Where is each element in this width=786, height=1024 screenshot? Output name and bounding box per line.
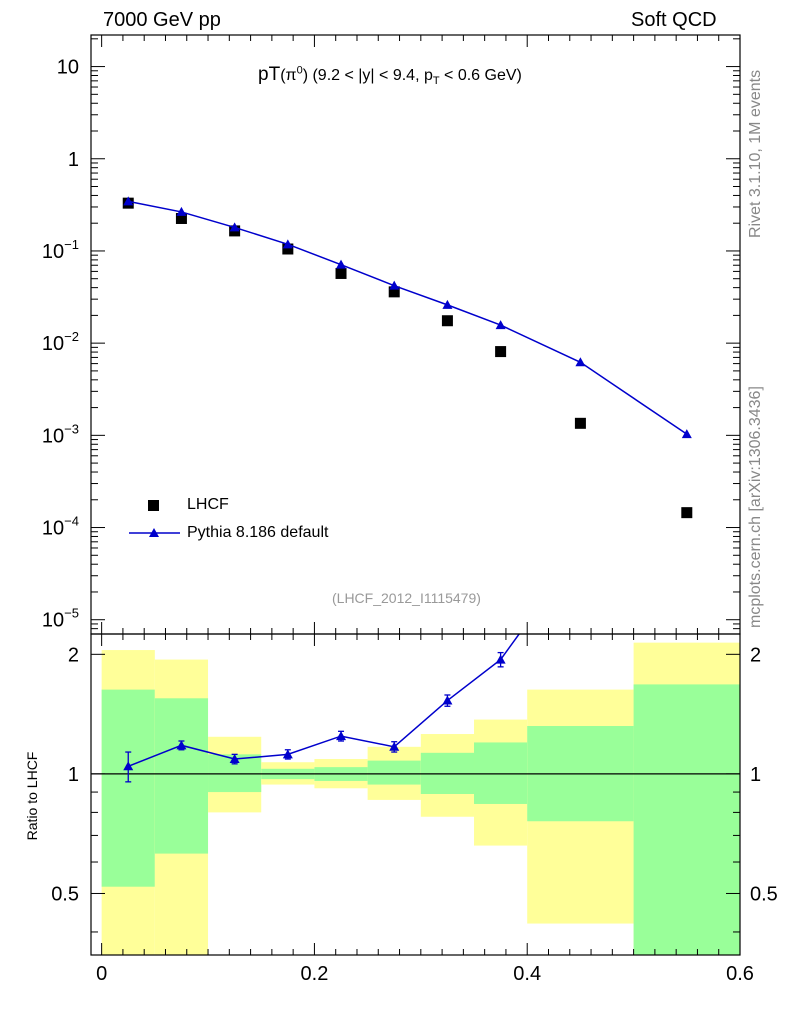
ratio-point: [389, 741, 400, 751]
ratio-y-tick-label-left: 2: [68, 644, 79, 666]
lhcf-point: [175, 212, 187, 224]
title-prefix: pT: [258, 64, 281, 85]
ratio-y-tick-label-left: 0.5: [51, 883, 79, 905]
pythia-point: [389, 280, 400, 290]
pythia-point: [575, 357, 586, 367]
band-green-5: [367, 760, 421, 785]
ratio-y-tick-label-right: 0.5: [750, 883, 778, 905]
main-y-tick-label: 10−4: [42, 514, 79, 540]
title-cuts-end: < 0.6 GeV): [439, 67, 522, 84]
legend-pythia-marker: [149, 528, 159, 537]
pythia-point: [442, 299, 453, 309]
title-cuts-sub: T: [432, 75, 440, 88]
tick-base: 10: [42, 333, 64, 355]
chart-title: pT(π0) (9.2 < |y| < 9.4, pT < 0.6 GeV): [258, 64, 522, 87]
lhcf-point: [681, 507, 693, 519]
x-tick-label: 0: [96, 963, 107, 985]
main-y-tick-label: 10−3: [42, 421, 79, 447]
ratio-marks: [123, 634, 521, 783]
title-particle: (π: [280, 67, 297, 84]
x-tick-label: 0.2: [301, 963, 329, 985]
tick-exponent: −3: [64, 421, 79, 436]
pythia-point: [282, 239, 293, 249]
analysis-watermark: (LHCF_2012_I1115479): [332, 590, 481, 606]
lhcf-point: [574, 417, 586, 429]
pythia-point: [495, 320, 506, 330]
x-tick-label: 0.6: [726, 963, 754, 985]
band-green-9: [633, 684, 740, 955]
main-y-tick-label: 10−5: [42, 606, 79, 632]
lhcf-point: [495, 346, 507, 358]
lhcf-point: [388, 286, 400, 298]
ratio-point: [123, 761, 134, 771]
pythia-point: [681, 429, 692, 439]
energy-label: 7000 GeV pp: [103, 9, 221, 31]
main-y-tick-label: 10−1: [42, 237, 79, 263]
lhcf-point: [441, 315, 453, 327]
tick-exponent: −1: [64, 237, 79, 252]
band-green-7: [474, 742, 528, 804]
ratio-point: [442, 695, 453, 705]
ratio-point: [495, 654, 506, 664]
tick-base: 10: [42, 425, 64, 447]
tick-base: 10: [42, 518, 64, 540]
tick-base: 10: [42, 241, 64, 263]
legend-lhcf-marker: [148, 500, 159, 511]
ratio-point: [229, 754, 240, 764]
process-label: Soft QCD: [631, 9, 717, 31]
band-green-0: [101, 689, 155, 887]
ratio-point: [282, 749, 293, 759]
tick-base: 1: [68, 149, 79, 171]
ratio-point: [176, 740, 187, 750]
title-cuts: (9.2 < |y| < 9.4, p: [312, 67, 433, 84]
ratio-frame: [90, 633, 741, 956]
ratio-y-tick-label-left: 1: [68, 764, 79, 786]
title-particle-close: ): [302, 67, 309, 84]
ratio-bands: [91, 642, 740, 955]
title-particle-sup: 0: [296, 64, 303, 77]
main-frame: [90, 34, 741, 635]
main-y-tick-label: 10−2: [42, 329, 79, 355]
pythia-point: [176, 206, 187, 216]
tick-exponent: −4: [64, 514, 79, 529]
ratio-y-tick-label-right: 2: [750, 644, 761, 666]
legend-label-lhcf: LHCF: [187, 496, 229, 513]
ratio-y-axis-label: Ratio to LHCF: [24, 752, 40, 841]
lhcf-point: [282, 243, 294, 255]
legend-label-pythia: Pythia 8.186 default: [187, 524, 329, 541]
pythia-point: [336, 259, 347, 269]
pythia-point: [229, 222, 240, 232]
main-y-tick-label: 10: [57, 57, 79, 79]
tick-exponent: −5: [64, 606, 79, 621]
ratio-y-tick-label-right: 1: [750, 764, 761, 786]
tick-base: 10: [57, 57, 79, 79]
band-green-1: [154, 698, 209, 854]
pythia-line: [128, 200, 688, 435]
main-y-tick-label: 1: [68, 149, 79, 171]
tick-base: 10: [42, 610, 64, 632]
pythia-point: [123, 196, 134, 206]
ratio-point: [336, 731, 347, 741]
tick-exponent: −2: [64, 329, 79, 344]
main-marks: [122, 196, 693, 537]
x-tick-label: 0.4: [513, 963, 541, 985]
lhcf-point: [335, 267, 347, 279]
